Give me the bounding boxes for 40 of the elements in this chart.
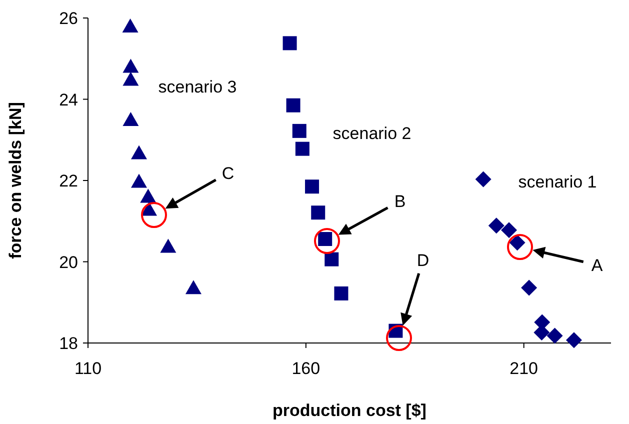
point [130,145,147,160]
point [282,36,297,50]
y-tick-label: 18 [59,334,78,353]
point [566,332,582,348]
x-tick-label: 110 [74,359,102,378]
point [475,171,492,188]
point [292,124,306,138]
annotation: A [591,256,604,275]
point [501,222,518,238]
x-axis-title: production cost [$] [272,401,426,420]
point [334,286,348,300]
point [140,188,156,203]
series-label: scenario 3 [158,78,237,97]
point [122,72,139,86]
y-tick-label: 20 [59,252,78,272]
point [122,58,139,73]
point [324,252,339,266]
point [311,206,326,220]
y-tick-label: 26 [59,9,78,28]
point [286,98,300,112]
point [295,142,310,156]
x-tick-label: 210 [510,359,538,378]
annotation: B [394,192,406,211]
point [521,280,538,296]
series-label: scenario 1 [518,172,597,192]
point [488,218,504,234]
y-tick-label: 24 [59,90,78,110]
point [185,280,202,294]
annotation: C [222,164,234,183]
point [305,180,320,194]
y-tick-label: 22 [59,172,78,190]
annotation: D [416,251,430,270]
point [160,238,176,253]
point [546,328,563,344]
point [130,174,147,188]
point [122,112,139,126]
series-label: scenario 2 [332,124,412,144]
y-axis-title: force on welds [kN] [6,102,25,259]
x-tick-label: 160 [292,359,320,378]
point [122,18,138,33]
